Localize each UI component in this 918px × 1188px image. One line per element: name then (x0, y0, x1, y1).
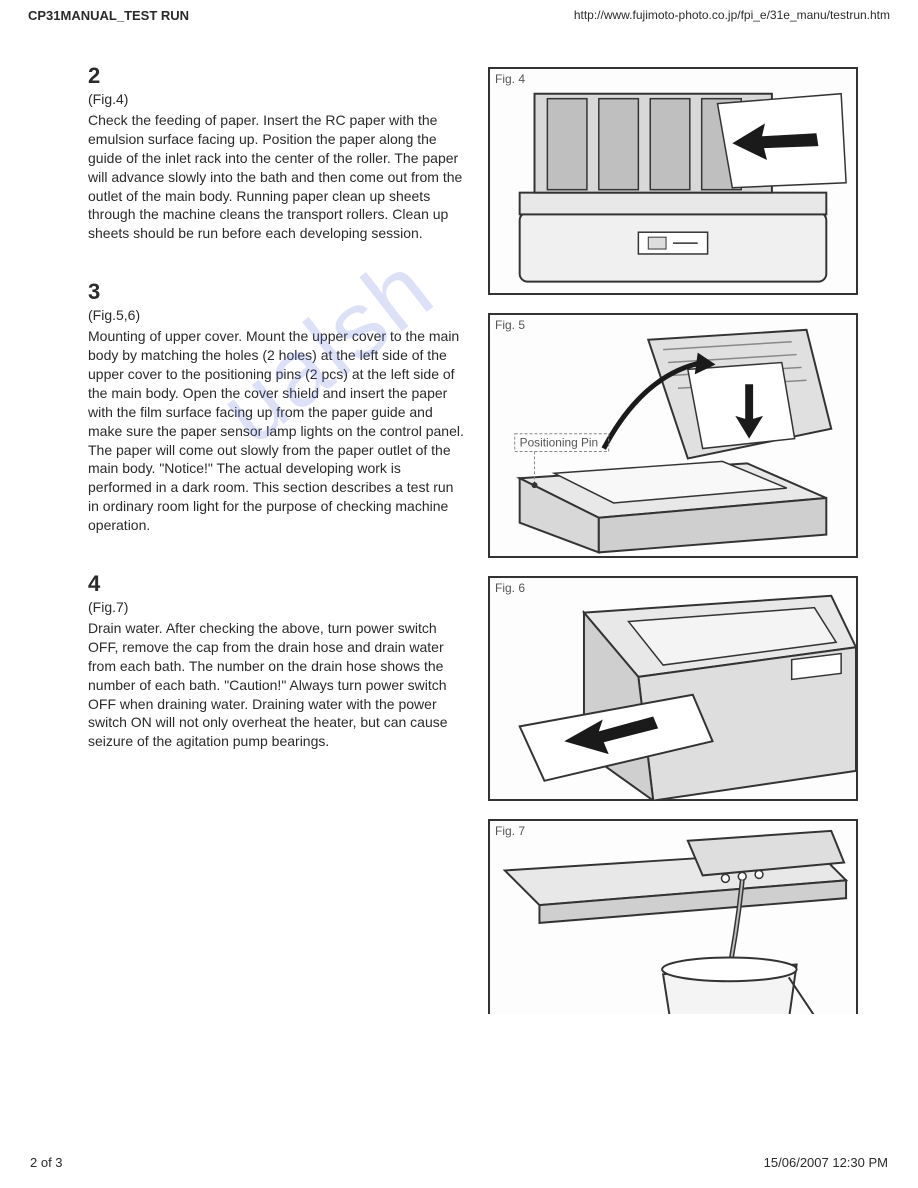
figure-label: Fig. 5 (495, 318, 525, 332)
figure-4-illustration (490, 69, 856, 295)
figure-column: Fig. 4 Fig. (488, 63, 890, 1014)
figure-7-illustration (490, 821, 856, 1014)
page-footer: 2 of 3 15/06/2007 12:30 PM (0, 1155, 918, 1170)
doc-title: CP31MANUAL_TEST RUN (28, 8, 189, 23)
figure-6-illustration (490, 578, 856, 801)
page-header: CP31MANUAL_TEST RUN http://www.fujimoto-… (0, 0, 918, 23)
figure-label: Fig. 4 (495, 72, 525, 86)
figure-label: Fig. 6 (495, 581, 525, 595)
step-fig-ref: (Fig.7) (88, 599, 468, 615)
step-fig-ref: (Fig.5,6) (88, 307, 468, 323)
step-4: 4 (Fig.7) Drain water. After checking th… (88, 571, 468, 751)
figure-5: Fig. 5 Positioning Pin (488, 313, 858, 558)
step-2: 2 (Fig.4) Check the feeding of paper. In… (88, 63, 468, 243)
step-number: 3 (88, 279, 468, 305)
page-number: 2 of 3 (30, 1155, 63, 1170)
step-body: Mounting of upper cover. Mount the upper… (88, 327, 468, 535)
annotation-text: Positioning Pin (520, 436, 598, 450)
print-timestamp: 15/06/2007 12:30 PM (764, 1155, 888, 1170)
step-number: 2 (88, 63, 468, 89)
step-body: Drain water. After checking the above, t… (88, 619, 468, 751)
step-3: 3 (Fig.5,6) Mounting of upper cover. Mou… (88, 279, 468, 535)
figure-4: Fig. 4 (488, 67, 858, 295)
figure-label: Fig. 7 (495, 824, 525, 838)
figure-5-illustration: Positioning Pin (490, 315, 856, 557)
content-area: 2 (Fig.4) Check the feeding of paper. In… (0, 23, 918, 1014)
step-body: Check the feeding of paper. Insert the R… (88, 111, 468, 243)
figure-7: Fig. 7 (488, 819, 858, 1014)
step-fig-ref: (Fig.4) (88, 91, 468, 107)
text-column: 2 (Fig.4) Check the feeding of paper. In… (88, 63, 468, 1014)
doc-url: http://www.fujimoto-photo.co.jp/fpi_e/31… (574, 8, 890, 23)
step-number: 4 (88, 571, 468, 597)
figure-6: Fig. 6 (488, 576, 858, 801)
